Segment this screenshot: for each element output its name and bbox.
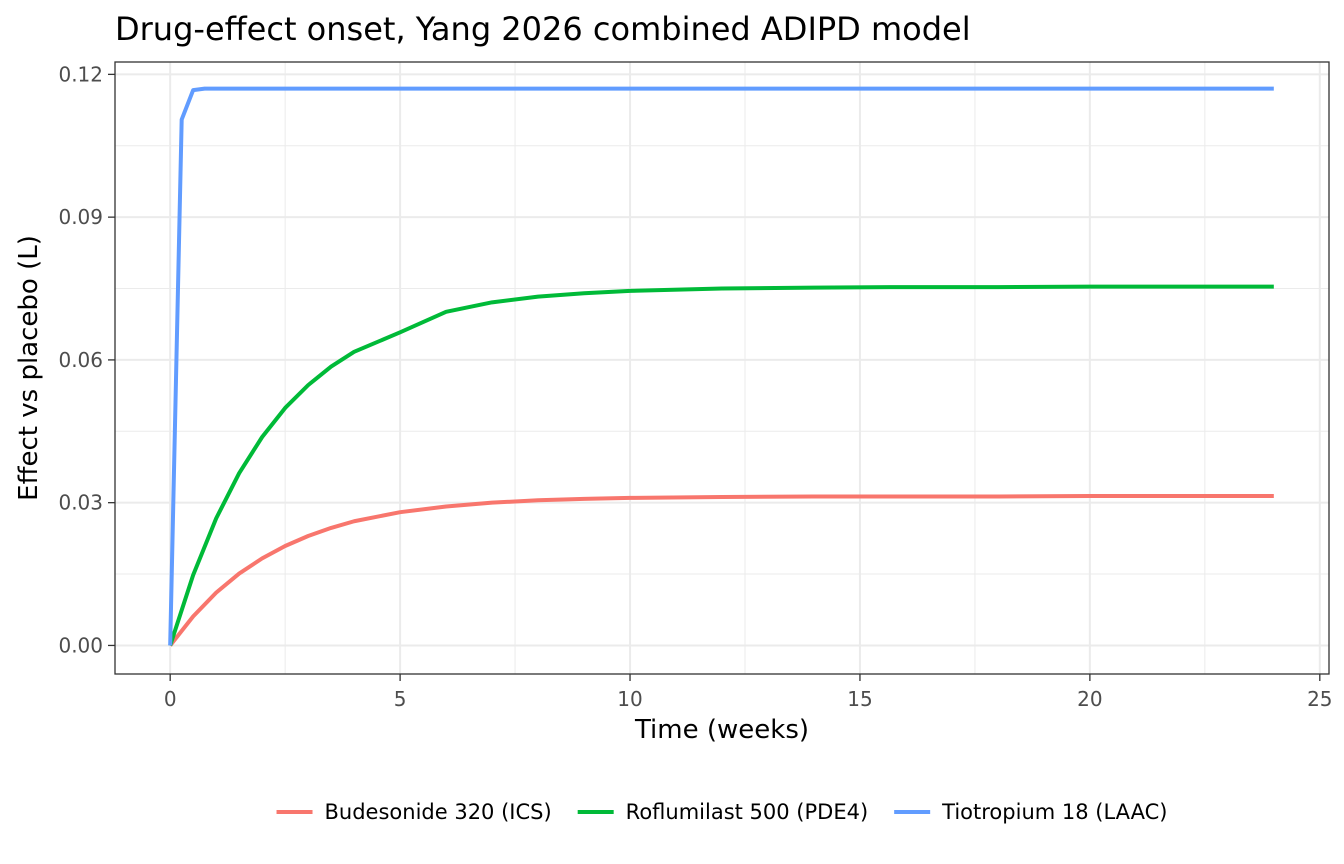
legend-item: Roflumilast 500 (PDE4): [577, 800, 868, 824]
x-tick-label: 10: [617, 687, 642, 711]
series-lines: [168, 86, 1274, 647]
legend-item: Budesonide 320 (ICS): [276, 800, 552, 824]
plot-panel-border: [114, 61, 1330, 675]
y-axis: 0.00 0.03 0.06 0.09 0.12: [58, 62, 115, 657]
x-tick-label: 15: [847, 687, 872, 711]
legend-item: Tiotropium 18 (LAAC): [894, 800, 1167, 824]
y-tick-label: 0.00: [58, 633, 103, 657]
legend-label: Roflumilast 500 (PDE4): [626, 800, 868, 824]
major-gridlines: [115, 62, 1329, 674]
x-axis-title: Time (weeks): [634, 715, 809, 745]
series-line-2: [168, 284, 1274, 647]
x-tick-label: 0: [164, 687, 177, 711]
x-tick-label: 5: [394, 687, 407, 711]
chart-title: Drug-effect onset, Yang 2026 combined AD…: [115, 10, 971, 48]
y-tick-label: 0.09: [58, 205, 103, 229]
x-axis: 0 5 10 15 20 25: [164, 674, 1333, 711]
legend-label: Tiotropium 18 (LAAC): [941, 800, 1167, 824]
x-tick-label: 20: [1077, 687, 1102, 711]
minor-gridlines: [115, 62, 1329, 674]
series-line-3: [168, 86, 1274, 646]
series-line-1: [168, 494, 1274, 647]
legend-label: Budesonide 320 (ICS): [325, 800, 552, 824]
x-tick-label: 25: [1307, 687, 1332, 711]
y-tick-label: 0.12: [58, 62, 103, 86]
legend: Budesonide 320 (ICS) Roflumilast 500 (PDE…: [276, 800, 1167, 824]
y-tick-label: 0.06: [58, 348, 103, 372]
y-axis-title: Effect vs placebo (L): [14, 235, 44, 501]
y-tick-label: 0.03: [58, 491, 103, 515]
plot-panel: [115, 62, 1329, 674]
